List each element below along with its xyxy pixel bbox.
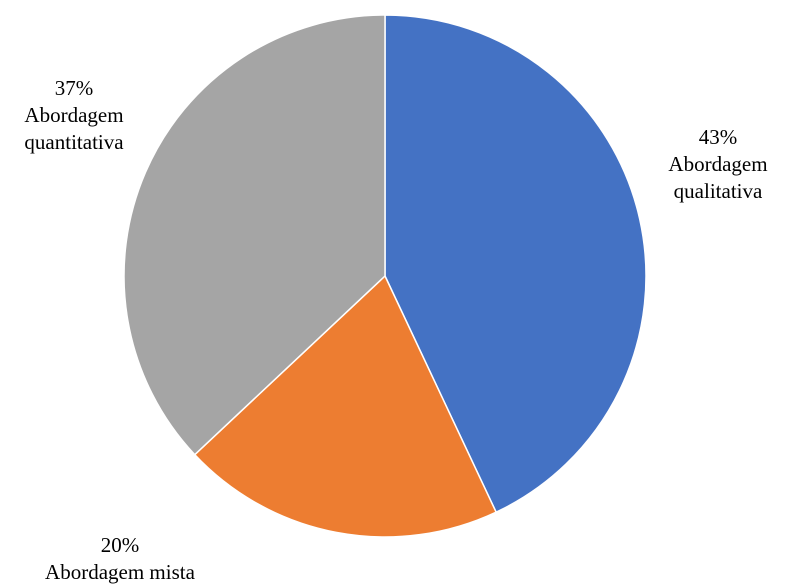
pie-labels: 43% Abordagem qualitativa 20% Abordagem mist… — [24, 76, 767, 584]
data-label-abordagem-mista: 20% Abordagem mista — [45, 533, 196, 584]
data-label-category: Abordagem — [668, 152, 767, 176]
data-label-percent: 43% — [699, 125, 738, 149]
data-label-percent: 20% — [101, 533, 140, 557]
pie-slice-abordagem-qualitativa — [384, 14, 647, 513]
pie-slice-abordagem-quantitativa — [123, 14, 386, 456]
data-label-category: qualitativa — [674, 179, 763, 203]
pie-slice-abordagem-mista — [193, 275, 497, 538]
data-label-abordagem-qualitativa: 43% Abordagem qualitativa — [668, 125, 767, 203]
data-label-percent: 37% — [55, 76, 94, 100]
pie-slices — [123, 14, 647, 538]
data-label-category: quantitativa — [24, 130, 124, 154]
data-label-category: Abordagem mista — [45, 560, 196, 584]
data-label-category: Abordagem — [24, 103, 123, 127]
data-label-abordagem-quantitativa: 37% Abordagem quantitativa — [24, 76, 124, 154]
